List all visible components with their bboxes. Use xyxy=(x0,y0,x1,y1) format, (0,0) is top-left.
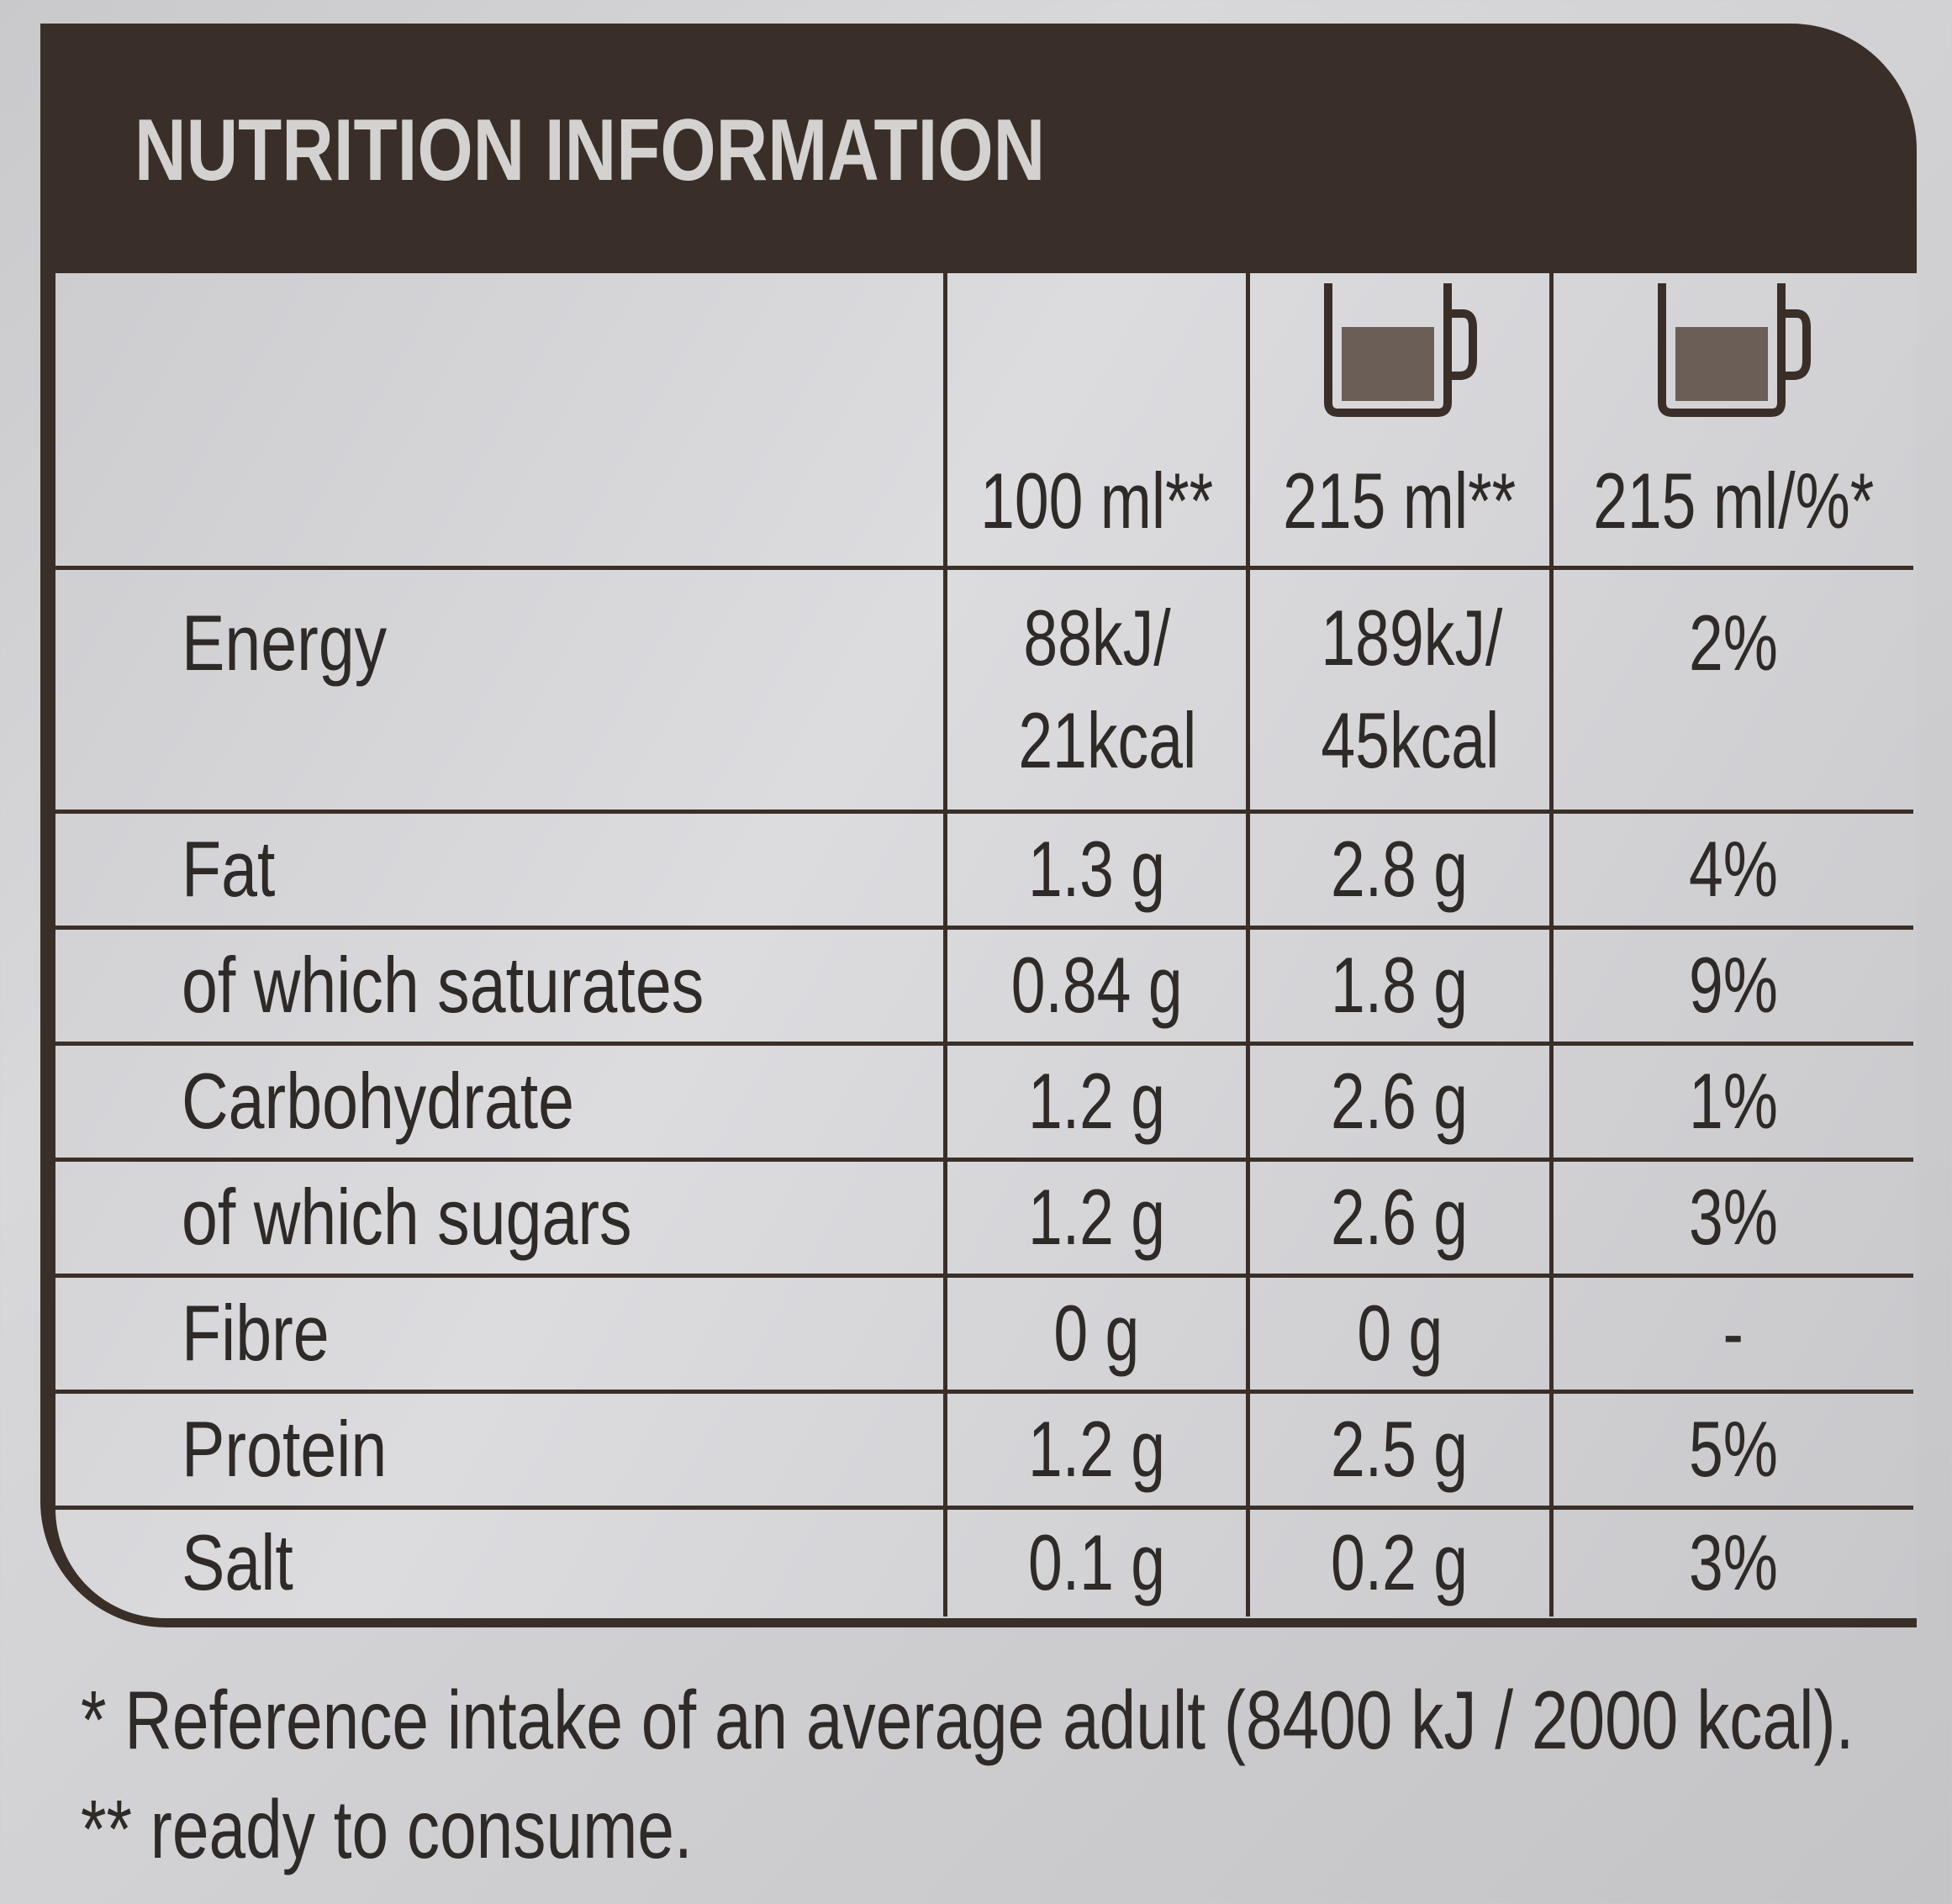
row-per100: 1.3 g xyxy=(942,809,1251,930)
row-per215-text: 189kJ/ 45kcal xyxy=(1321,593,1503,784)
row-label: Salt xyxy=(55,1505,947,1617)
row-ri: 2% xyxy=(1548,565,1913,814)
row-label: Protein xyxy=(55,1389,947,1510)
row-ri: 3% xyxy=(1548,1157,1913,1278)
row-ri: 4% xyxy=(1548,809,1913,930)
row-per215: 2.8 g xyxy=(1246,809,1554,930)
table-row: of which saturates 0.84 g 1.8 g 9% xyxy=(55,925,1913,1046)
table-row: Protein 1.2 g 2.5 g 5% xyxy=(55,1389,1913,1510)
row-per215: 0 g xyxy=(1246,1273,1554,1394)
header-per100: 100 ml** xyxy=(942,273,1251,570)
table-row: of which sugars 1.2 g 2.6 g 3% xyxy=(55,1157,1913,1278)
row-label: Energy xyxy=(55,565,947,814)
header-per100-label: 100 ml** xyxy=(980,456,1214,545)
row-per100: 88kJ/ 21kcal xyxy=(942,565,1251,814)
footnote-reference-intake: * Reference intake of an average adult (… xyxy=(81,1674,1854,1766)
row-per100: 1.2 g xyxy=(942,1041,1251,1162)
row-per100: 1.2 g xyxy=(942,1389,1251,1510)
row-ri: 3% xyxy=(1548,1505,1913,1617)
row-per100: 1.2 g xyxy=(942,1157,1251,1278)
header-empty xyxy=(55,273,947,570)
row-per100-text: 88kJ/ 21kcal xyxy=(1018,593,1196,784)
row-label: Carbohydrate xyxy=(55,1041,947,1162)
row-label: of which sugars xyxy=(55,1157,947,1278)
row-per215: 2.6 g xyxy=(1246,1041,1554,1162)
header-per215-label: 215 ml** xyxy=(1283,456,1517,545)
table-row: Carbohydrate 1.2 g 2.6 g 1% xyxy=(55,1041,1913,1162)
table-row: Energy 88kJ/ 21kcal 189kJ/ 45kcal 2% xyxy=(55,565,1913,814)
row-label-text: Energy xyxy=(182,598,388,687)
table-row: Fibre 0 g 0 g - xyxy=(55,1273,1913,1394)
row-ri-text: 2% xyxy=(1688,598,1778,687)
row-per215: 2.6 g xyxy=(1246,1157,1554,1278)
row-label: of which saturates xyxy=(55,925,947,1046)
header-ri-label: 215 ml/%* xyxy=(1592,456,1874,545)
table-row: Salt 0.1 g 0.2 g 3% xyxy=(55,1505,1913,1617)
row-per215: 0.2 g xyxy=(1246,1505,1554,1617)
row-per100: 0 g xyxy=(942,1273,1251,1394)
header-per215: 215 ml** xyxy=(1246,273,1554,570)
row-per100: 0.1 g xyxy=(942,1505,1251,1617)
footnote-ready-to-consume: ** ready to consume. xyxy=(81,1783,693,1875)
row-ri: 5% xyxy=(1548,1389,1913,1510)
row-per215: 189kJ/ 45kcal xyxy=(1246,565,1554,814)
nutrition-table: 100 ml** 215 ml** 215 ml/%* Energy 88kJ/… xyxy=(55,273,1913,1617)
panel-title: NUTRITION INFORMATION xyxy=(135,102,1046,199)
header-ri: 215 ml/%* xyxy=(1548,273,1913,570)
header-row: 100 ml** 215 ml** 215 ml/%* xyxy=(55,273,1913,570)
mug-icon xyxy=(1657,282,1811,417)
row-ri: 1% xyxy=(1548,1041,1913,1162)
row-label: Fat xyxy=(55,809,947,930)
row-per215: 1.8 g xyxy=(1246,925,1554,1046)
row-ri: 9% xyxy=(1548,925,1913,1046)
row-ri: - xyxy=(1548,1273,1913,1394)
row-per215: 2.5 g xyxy=(1246,1389,1554,1510)
row-per100: 0.84 g xyxy=(942,925,1251,1046)
table-row: Fat 1.3 g 2.8 g 4% xyxy=(55,809,1913,930)
mug-icon xyxy=(1323,282,1477,417)
row-label: Fibre xyxy=(55,1273,947,1394)
